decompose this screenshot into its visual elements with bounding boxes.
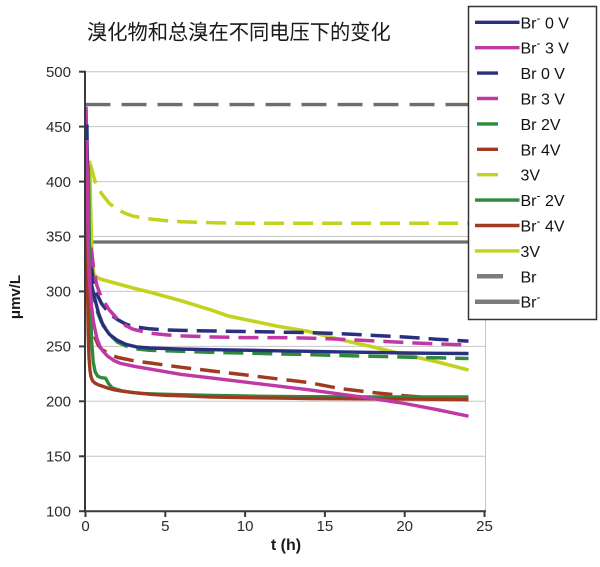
svg-text:Br- 0 V: Br- 0 V (521, 11, 570, 33)
svg-text:Br-: Br- (521, 290, 541, 312)
svg-text:200: 200 (46, 394, 71, 411)
svg-text:3V: 3V (521, 168, 541, 185)
svg-text:Br 2V: Br 2V (521, 117, 561, 134)
svg-text:Br- 3 V: Br- 3 V (521, 36, 570, 58)
svg-text:3V: 3V (521, 244, 541, 261)
svg-text:450: 450 (46, 119, 71, 136)
svg-text:Br 0 V: Br 0 V (521, 66, 566, 83)
svg-text:400: 400 (46, 174, 71, 191)
svg-text:Br: Br (521, 269, 538, 286)
svg-text:Br- 4V: Br- 4V (521, 214, 565, 236)
svg-text:25: 25 (476, 518, 493, 535)
svg-text:0: 0 (81, 518, 89, 535)
svg-text:t (h): t (h) (271, 537, 301, 554)
svg-text:10: 10 (237, 518, 254, 535)
svg-text:μmv/L: μmv/L (7, 275, 24, 319)
svg-text:100: 100 (46, 503, 71, 520)
svg-text:500: 500 (46, 64, 71, 81)
svg-text:350: 350 (46, 229, 71, 246)
svg-text:300: 300 (46, 284, 71, 301)
svg-text:20: 20 (396, 518, 413, 535)
svg-text:15: 15 (317, 518, 334, 535)
svg-text:Br 4V: Br 4V (521, 142, 561, 159)
svg-text:Br 3 V: Br 3 V (521, 92, 566, 109)
svg-text:250: 250 (46, 339, 71, 356)
svg-text:5: 5 (161, 518, 169, 535)
svg-text:Br- 2V: Br- 2V (521, 189, 565, 211)
svg-text:150: 150 (46, 449, 71, 466)
